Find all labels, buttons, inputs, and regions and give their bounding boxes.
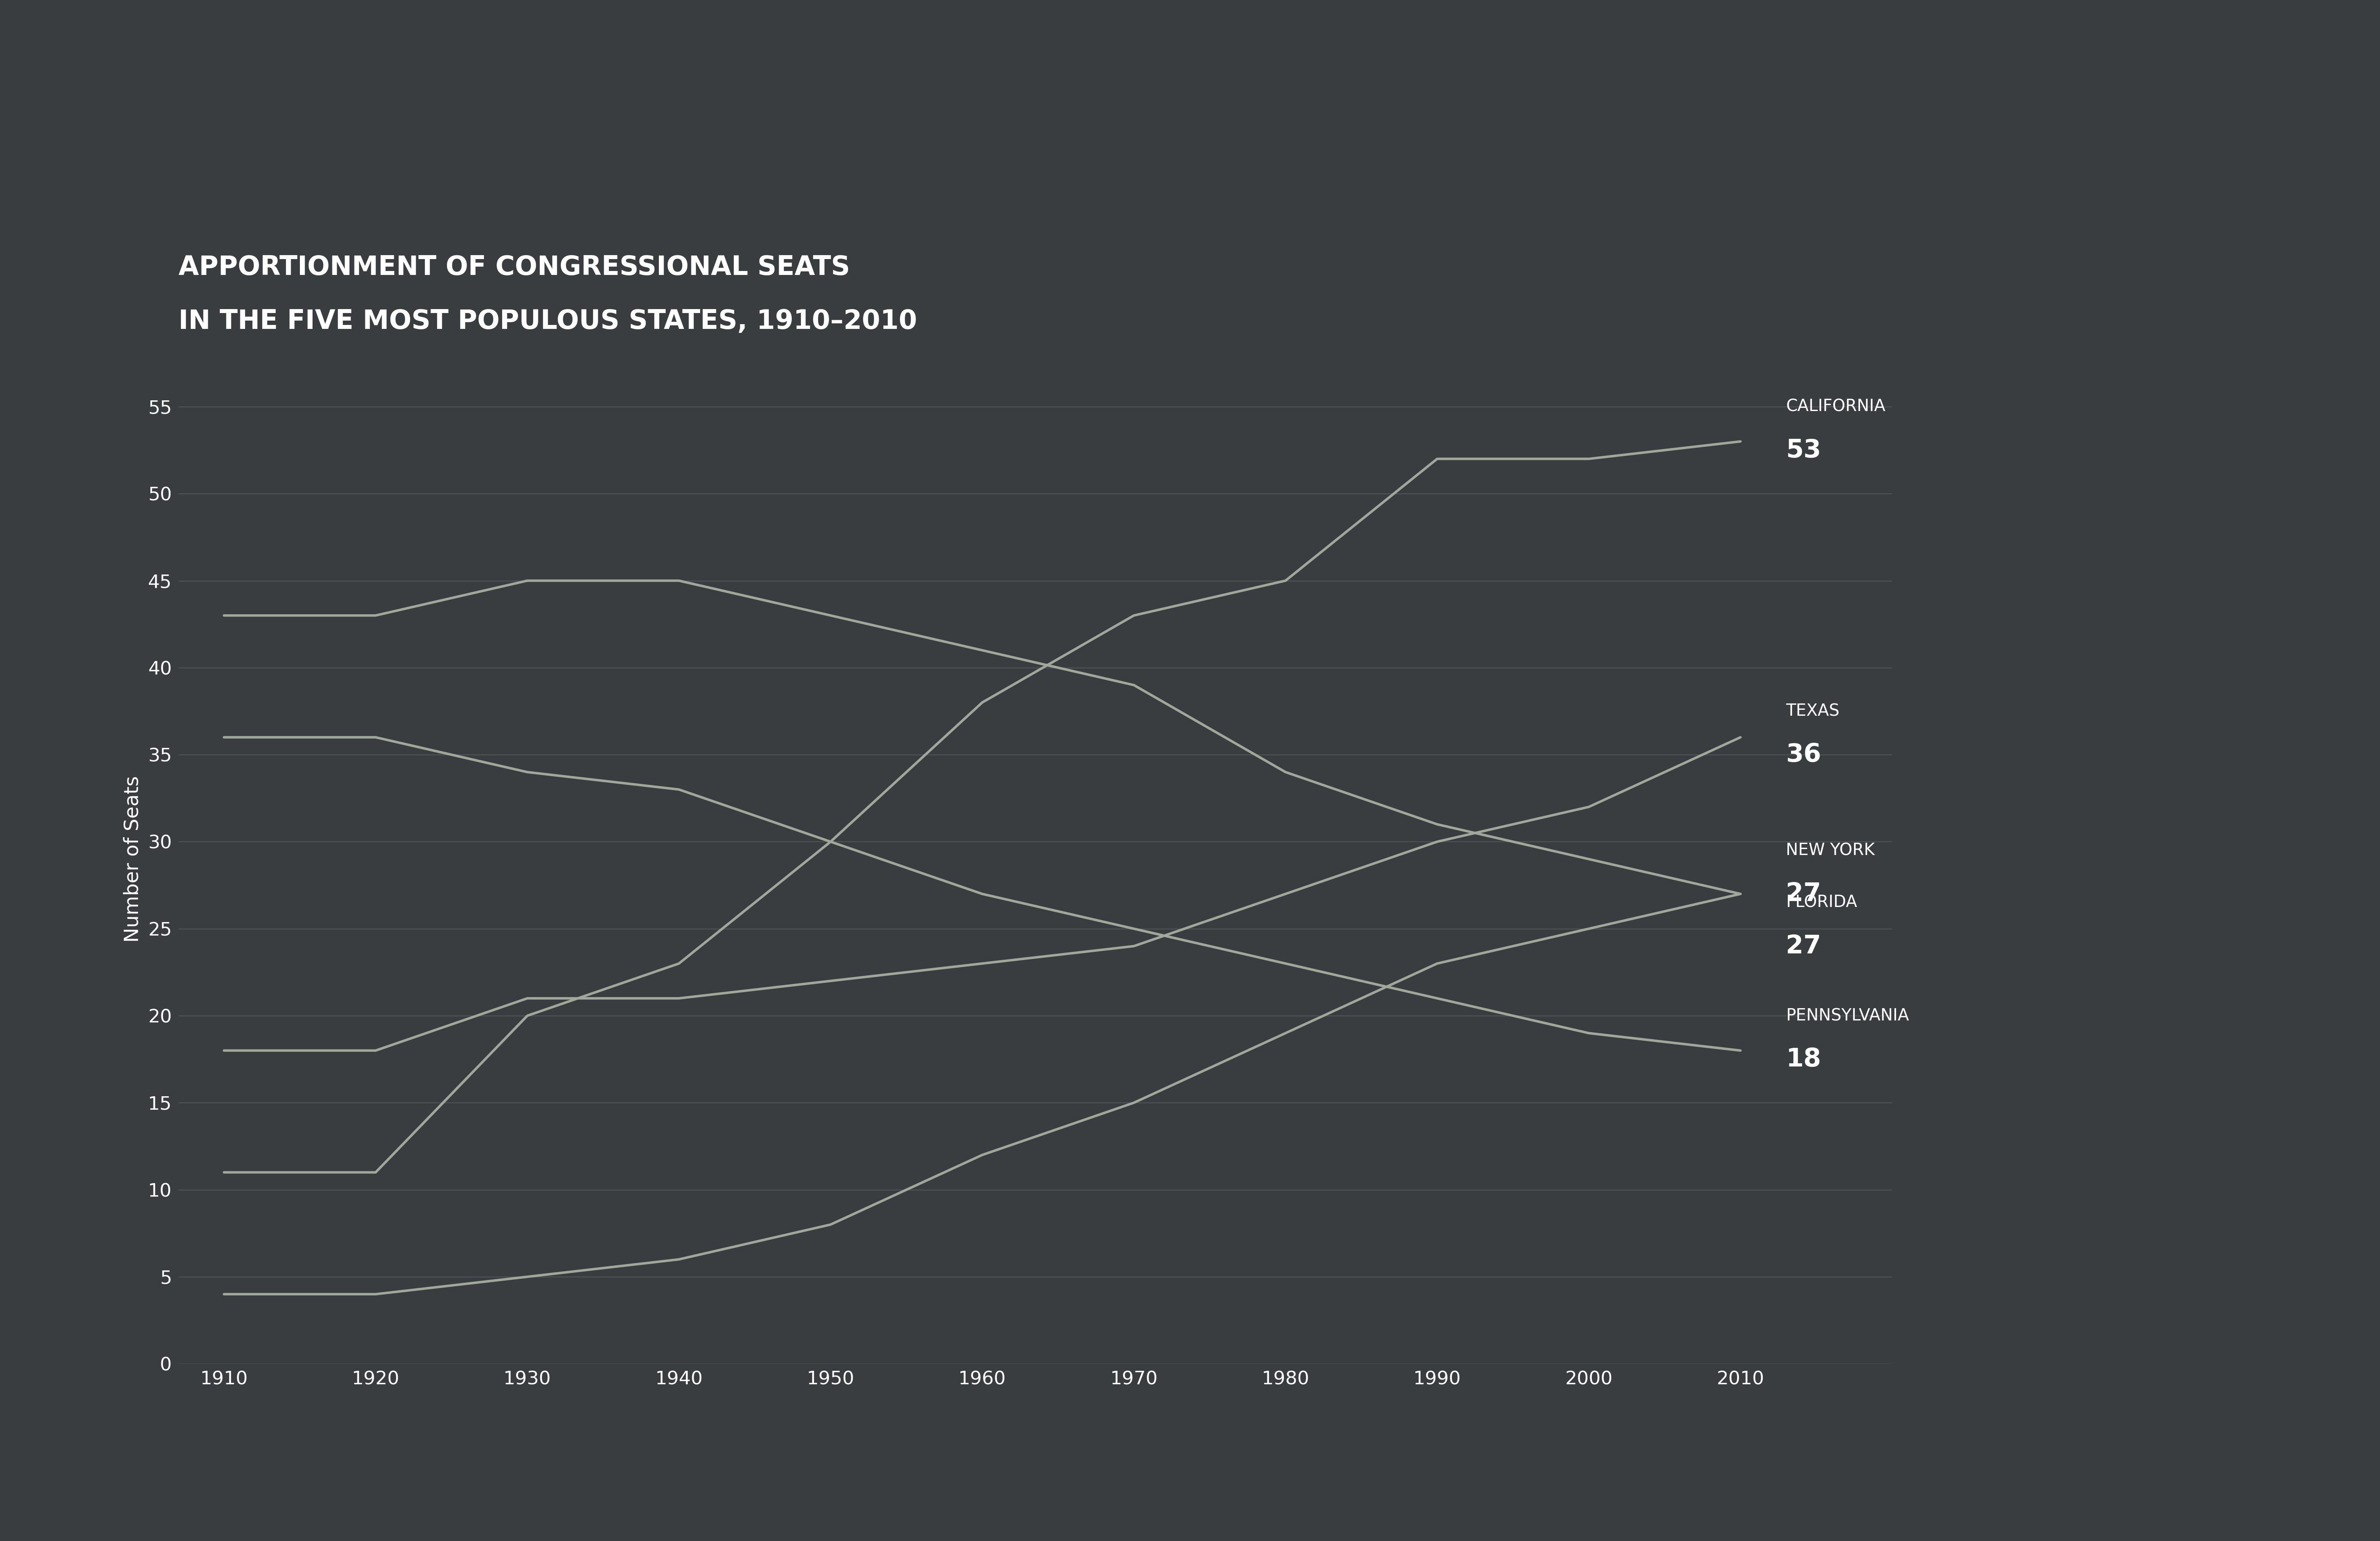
Text: 27: 27 xyxy=(1785,881,1821,906)
Text: TEXAS: TEXAS xyxy=(1785,703,1840,720)
Y-axis label: Number of Seats: Number of Seats xyxy=(124,775,143,943)
Text: 53: 53 xyxy=(1785,438,1821,462)
Text: 27: 27 xyxy=(1785,934,1821,959)
Text: APPORTIONMENT OF CONGRESSIONAL SEATS: APPORTIONMENT OF CONGRESSIONAL SEATS xyxy=(178,254,850,280)
Text: CALIFORNIA: CALIFORNIA xyxy=(1785,398,1885,415)
Text: IN THE FIVE MOST POPULOUS STATES, 1910–2010: IN THE FIVE MOST POPULOUS STATES, 1910–2… xyxy=(178,308,916,334)
Text: 18: 18 xyxy=(1785,1046,1821,1071)
Text: PENNSYLVANIA: PENNSYLVANIA xyxy=(1785,1008,1909,1025)
Text: NEW YORK: NEW YORK xyxy=(1785,841,1875,858)
Text: FLORIDA: FLORIDA xyxy=(1785,894,1856,911)
Text: 36: 36 xyxy=(1785,743,1821,767)
